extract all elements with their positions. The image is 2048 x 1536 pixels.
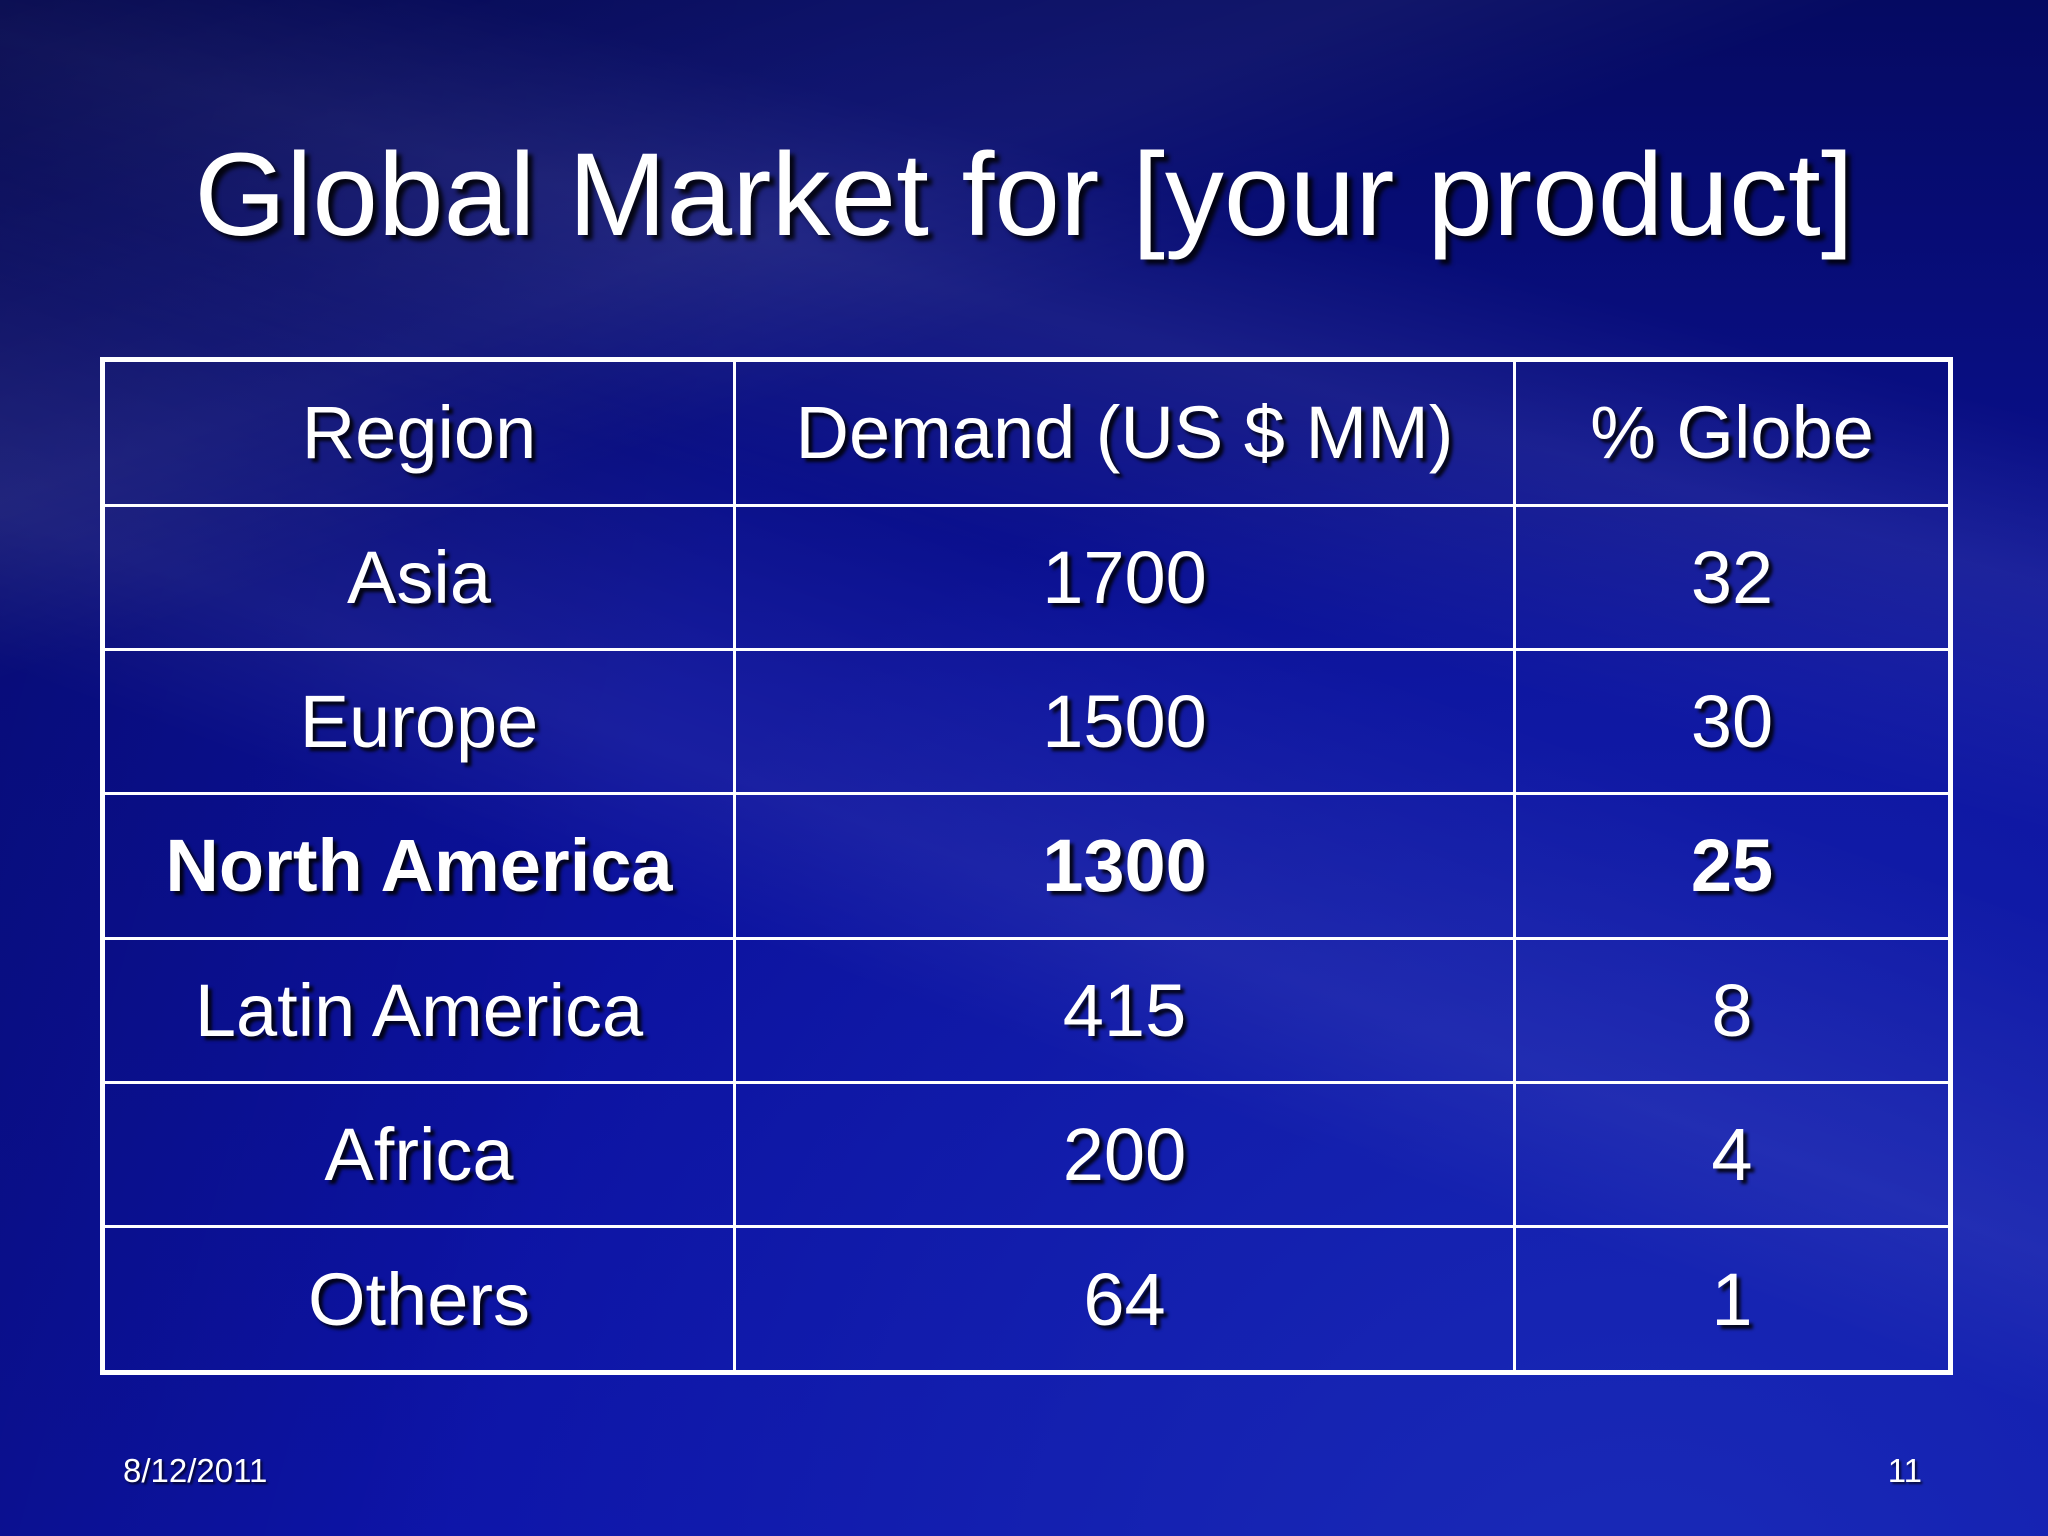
header-region: Region bbox=[101, 358, 736, 507]
page-number: 11 bbox=[1887, 1452, 1922, 1489]
cell-percent-globe: 32 bbox=[1513, 503, 1952, 652]
table-row: Europe 1500 30 bbox=[101, 648, 1952, 796]
table-row: Asia 1700 32 bbox=[101, 503, 1952, 652]
cell-demand: 200 bbox=[733, 1080, 1516, 1229]
footer-date: 8/12/2011 bbox=[123, 1452, 268, 1489]
cell-demand: 1500 bbox=[733, 648, 1516, 796]
cell-percent-globe: 8 bbox=[1513, 936, 1952, 1084]
table-row-highlighted: North America 1300 25 bbox=[101, 792, 1952, 940]
cell-percent-globe: 30 bbox=[1513, 648, 1952, 796]
table-row: Africa 200 4 bbox=[101, 1080, 1952, 1229]
table-row: Latin America 415 8 bbox=[101, 936, 1952, 1084]
table-header-row: Region Demand (US $ MM) % Globe bbox=[101, 358, 1952, 507]
cell-region: Africa bbox=[101, 1080, 736, 1229]
slide-title: Global Market for [your product] bbox=[194, 129, 1854, 261]
cell-demand: 64 bbox=[733, 1225, 1516, 1374]
cell-demand: 1700 bbox=[733, 503, 1516, 652]
header-percent-globe: % Globe bbox=[1513, 358, 1952, 507]
cell-demand: 415 bbox=[733, 936, 1516, 1084]
cell-region: Others bbox=[101, 1225, 736, 1374]
cell-percent-globe: 25 bbox=[1513, 792, 1952, 940]
cell-demand: 1300 bbox=[733, 792, 1516, 940]
cell-region: North America bbox=[101, 792, 736, 940]
header-demand: Demand (US $ MM) bbox=[733, 358, 1516, 507]
cell-percent-globe: 4 bbox=[1513, 1080, 1952, 1229]
table-row: Others 64 1 bbox=[101, 1225, 1952, 1374]
market-table: Region Demand (US $ MM) % Globe Asia 170… bbox=[100, 357, 1953, 1375]
cell-region: Latin America bbox=[101, 936, 736, 1084]
cell-region: Europe bbox=[101, 648, 736, 796]
cell-percent-globe: 1 bbox=[1513, 1225, 1952, 1374]
cell-region: Asia bbox=[101, 503, 736, 652]
